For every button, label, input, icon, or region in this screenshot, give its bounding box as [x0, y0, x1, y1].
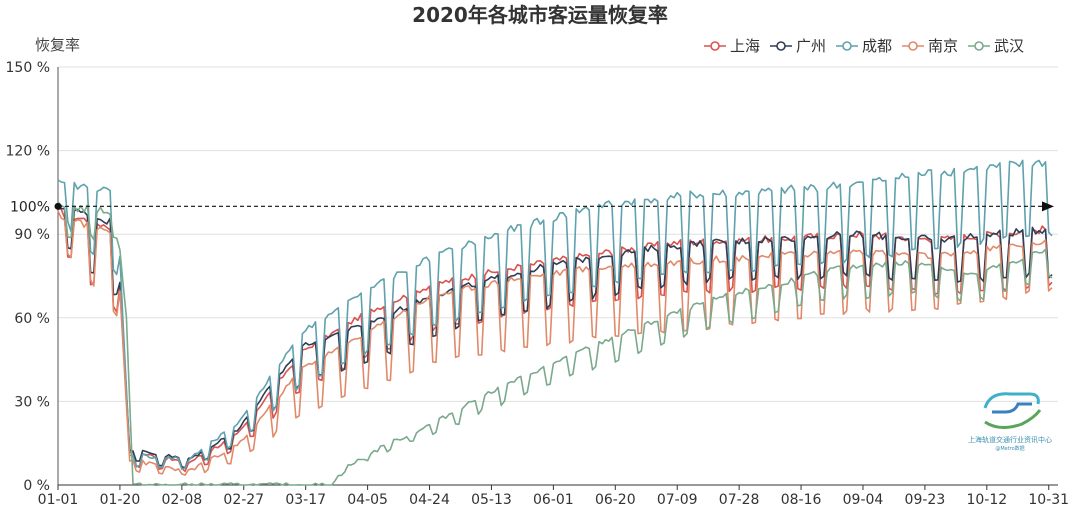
chart-title: 2020年各城市客运量恢复率 [412, 3, 668, 27]
x-axis: 01-01 01-20 02-08 02-27 03-17 04-05 04-24 05-13… [38, 484, 1069, 508]
legend-marker-icon [710, 41, 720, 51]
y-tick-label: 120 % [6, 144, 50, 160]
x-tick-label: 02-08 [161, 492, 202, 508]
x-tick-label: 07-09 [657, 492, 698, 508]
x-tick-label: 03-17 [285, 492, 326, 508]
x-tick-label: 09-23 [905, 492, 946, 508]
x-tick-label: 06-20 [595, 492, 636, 508]
y-tick-labels: 0 % 30 % 60 % 90 % 120 % 150 % [6, 60, 50, 494]
y-tick-label: 150 % [6, 60, 50, 76]
x-tick-label: 04-05 [347, 492, 388, 508]
legend-item-2[interactable]: 广州 [770, 37, 826, 55]
grid [57, 66, 1058, 486]
legend-item-5[interactable]: 武汉 [968, 37, 1024, 55]
logo-arc-icon [983, 392, 1040, 409]
legend-label: 武汉 [994, 37, 1024, 55]
logo: 上海轨道交通行业资讯中心 @Metro数据 [968, 392, 1052, 452]
reference-line-label: 100% [10, 199, 50, 215]
legend-marker-icon [974, 41, 984, 51]
reference-start-marker [54, 202, 62, 210]
y-axis-label: 恢复率 [35, 36, 80, 54]
legend-marker-icon [908, 41, 918, 51]
legend-label: 上海 [730, 37, 760, 55]
legend[interactable]: 上海 广州 成都 南京 武汉 [704, 37, 1024, 55]
logo-text: 上海轨道交通行业资讯中心 [968, 435, 1052, 444]
x-tick-label: 06-01 [533, 492, 574, 508]
x-tick-label: 08-16 [781, 492, 822, 508]
y-tick-label: 60 % [14, 311, 50, 327]
y-tick-label: 0 % [23, 478, 50, 494]
x-tick-label: 09-04 [843, 492, 884, 508]
reference-arrow-icon [1042, 201, 1054, 212]
x-tick-label: 01-01 [38, 492, 79, 508]
logo-subtext: @Metro数据 [995, 445, 1024, 452]
reference-line-group: 100% [10, 199, 1054, 215]
series-line-4 [57, 210, 1053, 476]
series-line-1 [57, 207, 1053, 473]
x-tick-label: 10-12 [966, 492, 1007, 508]
legend-marker-icon [842, 41, 852, 51]
series-lines [57, 159, 1053, 486]
y-tick-label: 30 % [14, 394, 50, 410]
x-tick-label: 04-24 [409, 492, 450, 508]
y-tick-label: 90 % [14, 227, 50, 243]
legend-item-4[interactable]: 南京 [902, 37, 958, 55]
x-tick-label: 10-31 [1028, 492, 1069, 508]
series-line-2 [57, 202, 1053, 469]
legend-label: 广州 [796, 37, 826, 55]
x-tick-label: 05-13 [471, 492, 512, 508]
x-tick-label: 07-28 [719, 492, 760, 508]
legend-item-1[interactable]: 上海 [704, 37, 760, 55]
x-tick-label: 01-20 [100, 492, 141, 508]
series-line-3 [57, 159, 1053, 470]
legend-label: 成都 [862, 37, 892, 55]
logo-track-icon [992, 402, 1032, 414]
logo-wave-icon [984, 409, 1042, 429]
legend-label: 南京 [928, 37, 958, 55]
legend-item-3[interactable]: 成都 [836, 37, 892, 55]
x-tick-label: 02-27 [223, 492, 264, 508]
series-line-5 [57, 201, 1053, 486]
legend-marker-icon [776, 41, 786, 51]
